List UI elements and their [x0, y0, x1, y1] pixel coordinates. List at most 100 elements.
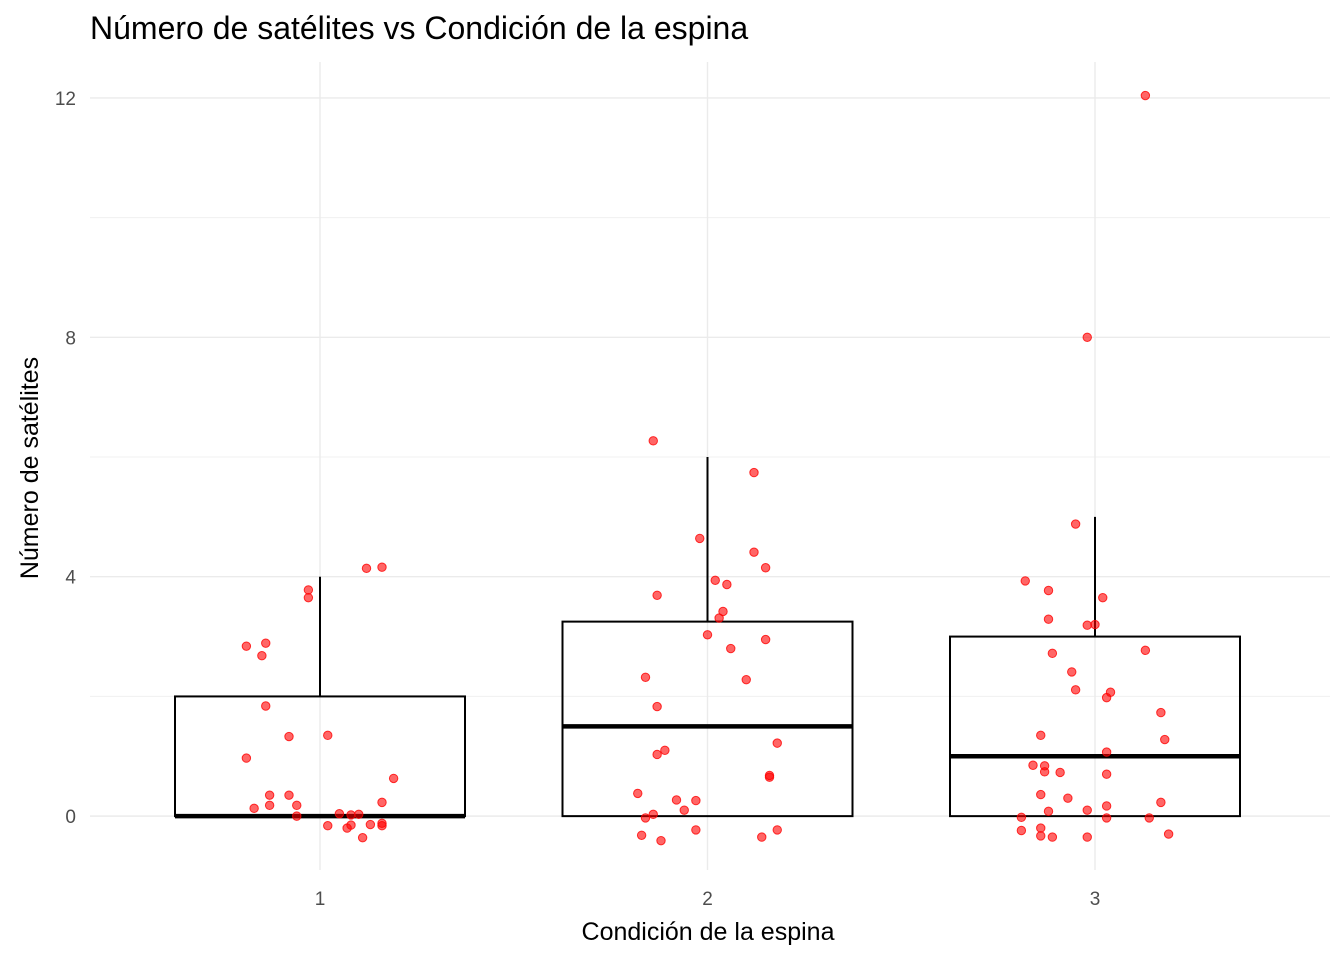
data-point	[656, 835, 666, 846]
data-point	[249, 803, 259, 814]
data-point	[264, 790, 275, 800]
data-point	[1101, 692, 1112, 703]
data-point	[261, 701, 271, 711]
data-point	[241, 753, 252, 763]
box-category-1	[174, 576, 466, 819]
data-point	[1028, 760, 1038, 770]
data-point	[757, 832, 767, 842]
data-point	[388, 773, 399, 784]
data-point	[1090, 619, 1100, 630]
y-tick-label: 12	[55, 89, 76, 110]
data-point	[1043, 585, 1054, 596]
data-point	[303, 585, 314, 595]
data-point	[1070, 519, 1081, 529]
x-tick-label: 2	[702, 889, 713, 910]
data-point	[764, 772, 775, 782]
data-point	[648, 809, 658, 820]
data-point	[323, 730, 333, 741]
data-point	[1043, 806, 1054, 817]
data-point	[284, 731, 294, 742]
data-point	[377, 797, 387, 808]
data-point	[760, 563, 771, 573]
data-point	[1140, 645, 1151, 656]
data-point	[749, 547, 759, 557]
data-point	[1036, 789, 1046, 800]
data-point	[1020, 576, 1030, 586]
data-point	[691, 795, 701, 806]
data-point	[303, 592, 314, 603]
data-point	[660, 745, 670, 755]
data-point	[652, 701, 662, 712]
x-tick-labels: 1 2 3	[315, 889, 1101, 910]
y-tick-label: 4	[65, 568, 76, 589]
data-point	[284, 790, 294, 800]
data-point	[1082, 805, 1092, 815]
data-point	[1055, 767, 1065, 778]
data-point	[1016, 825, 1027, 836]
data-point	[1101, 813, 1112, 823]
data-point	[264, 800, 275, 811]
data-point	[671, 795, 682, 805]
data-point	[652, 749, 662, 760]
data-point	[1144, 813, 1154, 823]
data-point	[334, 809, 345, 819]
data-point	[1101, 801, 1112, 811]
data-point	[1082, 832, 1092, 842]
data-point	[323, 821, 333, 831]
data-point	[714, 613, 724, 623]
data-point	[1016, 812, 1027, 823]
data-point	[257, 651, 267, 661]
data-point	[365, 819, 376, 830]
data-point	[1036, 823, 1046, 833]
x-tick-label: 1	[315, 889, 326, 910]
data-point	[1070, 685, 1081, 695]
grid-lines	[90, 62, 1330, 870]
box-body	[174, 695, 466, 818]
boxes	[174, 457, 1241, 819]
data-point	[640, 672, 651, 682]
data-point	[261, 638, 271, 648]
box-category-2	[561, 457, 854, 818]
data-point	[772, 738, 782, 748]
y-axis-title: Número de satélites	[16, 357, 44, 579]
data-point	[354, 809, 364, 820]
data-point	[695, 533, 705, 544]
data-point	[1140, 90, 1151, 101]
data-point	[741, 674, 751, 685]
data-point	[1160, 734, 1170, 745]
data-point	[1043, 614, 1054, 624]
data-point	[292, 800, 302, 811]
data-point	[710, 575, 720, 586]
data-point	[1039, 767, 1050, 777]
data-point	[377, 821, 387, 831]
x-axis-title: Condición de la espina	[582, 918, 835, 946]
data-point	[726, 643, 736, 654]
data-point	[1047, 648, 1058, 659]
data-point	[1082, 620, 1092, 630]
data-point	[1082, 332, 1092, 343]
data-point	[679, 805, 689, 815]
box-body	[949, 635, 1241, 818]
data-point	[648, 436, 658, 446]
data-point	[702, 630, 713, 640]
data-point	[357, 832, 368, 843]
data-point	[1036, 831, 1046, 841]
data-point	[1156, 707, 1166, 718]
data-point	[760, 634, 771, 645]
x-tick-label: 3	[1090, 889, 1101, 910]
data-point	[1163, 829, 1174, 839]
box-body	[561, 620, 854, 818]
box-category-3	[949, 516, 1241, 818]
data-point	[346, 820, 356, 830]
data-point	[633, 788, 643, 799]
data-point	[636, 830, 647, 840]
data-point	[1098, 592, 1108, 603]
data-point	[1063, 793, 1073, 803]
y-tick-labels: 0 4 8 12	[55, 89, 77, 828]
data-point	[1036, 730, 1046, 741]
data-point	[1047, 832, 1058, 842]
data-point	[749, 467, 759, 478]
chart-title: Número de satélites vs Condición de la e…	[90, 10, 749, 46]
data-point	[1101, 747, 1112, 757]
